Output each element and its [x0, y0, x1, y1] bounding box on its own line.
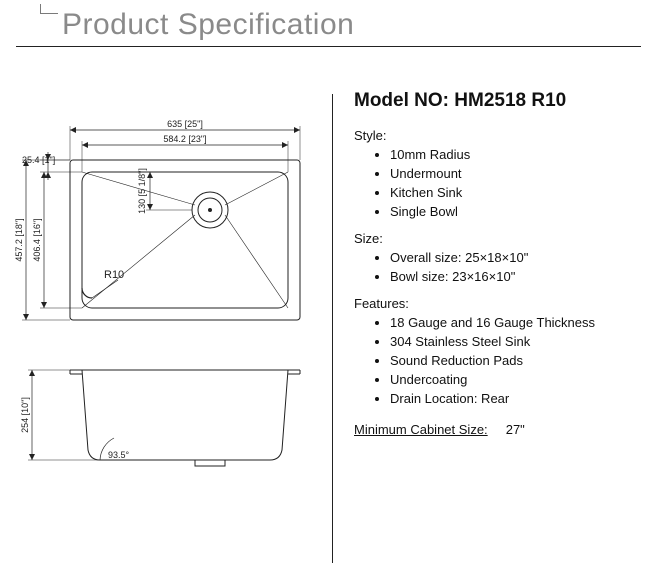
- list-item: Single Bowl: [390, 204, 645, 219]
- list-item: Undercoating: [390, 372, 645, 387]
- size-label: Size:: [354, 231, 645, 246]
- corner-mark: [40, 4, 58, 14]
- list-item: Sound Reduction Pads: [390, 353, 645, 368]
- list-item: Bowl size: 23×16×10": [390, 269, 645, 284]
- title-rule: [16, 46, 641, 47]
- list-item: 10mm Radius: [390, 147, 645, 162]
- list-item: Overall size: 25×18×10": [390, 250, 645, 265]
- dim-top-outer: 635 [25"]: [167, 119, 203, 129]
- dim-depth: 254 [10"]: [20, 397, 30, 433]
- model-value: HM2518 R10: [454, 90, 566, 111]
- dim-angle: 93.5°: [108, 450, 130, 460]
- min-cabinet: Minimum Cabinet Size: 27": [354, 422, 645, 437]
- min-cabinet-label: Minimum Cabinet Size:: [354, 422, 488, 437]
- style-label: Style:: [354, 128, 645, 143]
- list-item: Undermount: [390, 166, 645, 181]
- model-label: Model NO:: [354, 90, 449, 111]
- page-title: Product Specification: [32, 6, 641, 42]
- style-list: 10mm Radius Undermount Kitchen Sink Sing…: [354, 147, 645, 219]
- diagram-panel: R10 635 [25"] 584.2 [23"] 25.4 [1"]: [0, 60, 332, 573]
- dim-radius: R10: [104, 269, 124, 281]
- features-list: 18 Gauge and 16 Gauge Thickness 304 Stai…: [354, 315, 645, 406]
- dim-left-inner: 406.4 [16"]: [32, 218, 42, 261]
- spec-panel: Model NO: HM2518 R10 Style: 10mm Radius …: [332, 60, 657, 573]
- content-area: R10 635 [25"] 584.2 [23"] 25.4 [1"]: [0, 60, 657, 573]
- features-label: Features:: [354, 296, 645, 311]
- model-line: Model NO: HM2518 R10: [354, 90, 645, 112]
- spec-diagram: R10 635 [25"] 584.2 [23"] 25.4 [1"]: [0, 100, 320, 570]
- list-item: Kitchen Sink: [390, 185, 645, 200]
- dim-drain-y: 130 [5 1/8"]: [137, 168, 147, 214]
- dim-left-outer: 457.2 [18"]: [14, 218, 24, 261]
- list-item: 304 Stainless Steel Sink: [390, 334, 645, 349]
- list-item: 18 Gauge and 16 Gauge Thickness: [390, 315, 645, 330]
- min-cabinet-value: 27": [506, 422, 525, 437]
- list-item: Drain Location: Rear: [390, 391, 645, 406]
- size-list: Overall size: 25×18×10" Bowl size: 23×16…: [354, 250, 645, 284]
- dim-top-inner: 584.2 [23"]: [163, 134, 206, 144]
- vertical-divider: [332, 94, 333, 563]
